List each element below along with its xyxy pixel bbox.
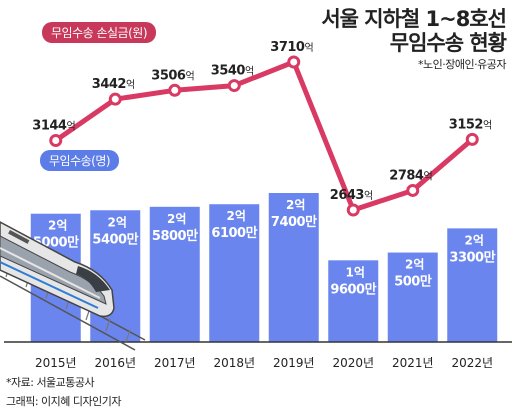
loss-point-4 [227,79,241,93]
bar-3 [149,206,200,342]
bar-label-top-4: 2억 [227,209,246,223]
ridership-legend-pill: 무임수송(명) [40,150,120,171]
chart-title: 서울 지하철 1~8호선 무임수송 현황 *노인·장애인·유공자 [321,7,507,72]
loss-point-3 [168,83,182,97]
title-note: *노인·장애인·유공자 [418,58,506,72]
bar-5 [268,193,319,342]
x-tick-label-1: 2015년 [35,356,77,370]
bar-label-bottom-6: 9600만 [330,281,376,297]
bar-label-top-2: 2억 [108,215,127,229]
loss-value-label-5: 3710억 [270,40,313,55]
x-tick-label-3: 2017년 [154,356,196,370]
loss-value-label-8: 3152억 [449,117,492,132]
x-tick-label-4: 2018년 [213,356,255,370]
bar-label-top-7: 2억 [405,258,424,272]
bar-label-bottom-4: 6100만 [211,225,257,241]
x-tick-label-7: 2021년 [392,356,434,370]
bar-8 [447,228,498,342]
bar-label-top-6: 1억 [346,265,365,279]
bar-4 [209,204,260,342]
x-tick-label-8: 2022년 [451,356,493,370]
bar-7 [387,252,438,342]
loss-value-label-6: 2643억 [330,188,373,203]
title-line-2: 무임수송 현황 [389,30,507,55]
loss-value-label-4: 3540억 [211,64,254,79]
bar-label-top-1: 2억 [48,219,67,233]
bar-label-bottom-7: 500만 [394,274,432,290]
loss-point-8 [465,132,479,146]
bar-label-bottom-5: 7400만 [271,214,317,230]
loss-value-label-1: 3144억 [32,119,75,134]
x-tick-label-6: 2020년 [332,356,374,370]
bar-label-top-8: 2억 [465,233,484,247]
title-line-1: 서울 지하철 1~8호선 [321,7,507,31]
graphic-credit: 그래픽: 이지혜 디자인기자 [6,395,122,408]
loss-point-5 [287,55,301,69]
bar-label-top-5: 2억 [286,198,305,212]
loss-value-label-3: 3506억 [151,68,194,83]
bar-label-top-3: 2억 [167,212,186,226]
loss-legend-pill: 무임수송 손실금(원) [42,22,156,43]
x-tick-label-2: 2016년 [94,356,136,370]
loss-value-label-2: 3442억 [92,77,135,92]
loss-point-7 [406,183,420,197]
line-layer: 3144억 3442억 3506억 3540억 3710억 2643억 2784억 3152억 [32,40,492,217]
bar-label-bottom-3: 5800만 [152,228,198,244]
bar-layer: 2억5000만2015년2억5400만2016년2억5800만2017년2억61… [4,193,512,370]
x-tick-label-5: 2019년 [273,356,315,370]
loss-value-label-7: 2784억 [389,168,432,183]
source-note: *자료: 서울교통공사 [6,376,95,389]
loss-line [54,59,474,213]
bar-label-bottom-8: 3300만 [449,249,495,265]
bar-6 [328,260,379,342]
loss-point-2 [108,92,122,106]
loss-point-6 [346,203,360,217]
loss-point-1 [49,134,63,148]
bar-label-bottom-2: 5400만 [92,231,138,247]
train-illustration [0,221,146,351]
